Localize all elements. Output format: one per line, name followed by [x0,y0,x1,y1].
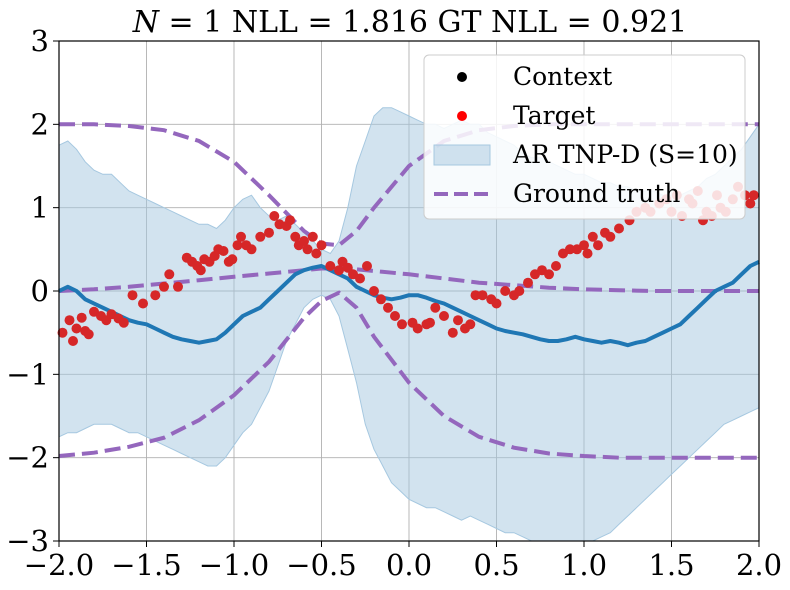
model-mean-line [58,259,760,348]
target-point [369,286,379,296]
target-point [218,246,229,256]
target-point [565,244,575,255]
target-point [355,273,365,284]
target-point [299,236,309,246]
target-point [255,231,266,242]
target-point [390,311,400,321]
target-point [412,323,423,334]
x-tick-label: 1.0 [561,548,607,582]
target-point [57,327,68,338]
y-tick-label: −1 [6,357,49,391]
x-tick-label: −2.0 [24,548,94,582]
target-point [362,261,372,271]
target-point [64,315,75,326]
target-point [425,317,435,328]
target-point [264,227,274,238]
target-point [150,290,161,301]
target-point [302,244,313,255]
target-point [325,261,336,271]
target-point [614,223,624,234]
y-tick-label: 0 [31,274,49,308]
x-tick-label: 1.5 [648,548,694,582]
x-tick-label: 0.5 [473,548,519,582]
target-point [430,302,441,313]
target-point [500,286,511,296]
target-point [514,286,525,296]
x-tick-label: −0.5 [286,548,356,582]
target-point [164,269,175,280]
target-point [290,231,301,242]
ground-truth-line [58,290,759,460]
target-point [71,323,82,334]
y-axis-ticks: −3 −2 −1 0 1 2 3 [6,24,59,558]
y-tick-label: −2 [6,441,49,475]
target-point [745,198,756,209]
target-point [118,317,129,328]
target-point [551,261,561,271]
target-point [173,281,183,292]
target-point [439,311,449,321]
y-tick-label: 1 [31,191,49,225]
title-n-symbol: N [132,5,161,40]
legend-box [423,54,746,220]
target-point [83,329,94,340]
legend-label: Context [513,62,612,91]
target-point [232,240,243,251]
target-point [582,248,593,259]
x-axis-ticks: −2.0 −1.5 −1.0 −0.5 0.0 0.5 1.0 1.5 2.0 [24,541,782,582]
ground-truth-line [58,266,759,293]
target-point [453,315,463,326]
target-point [593,240,603,251]
x-tick-label: −1.0 [199,548,269,582]
chart-title: N = 1 NLL = 1.816 GT NLL = 0.921 [132,5,688,40]
target-point [311,248,322,259]
target-point [138,298,148,309]
target-point [68,336,78,346]
legend-label: Target [513,101,595,130]
target-point [376,294,386,305]
title-rest: = 1 NLL = 1.816 GT NLL = 0.921 [159,5,687,40]
target-point [383,302,393,313]
legend-marker [457,72,467,82]
x-tick-label: 2.0 [736,548,782,582]
target-point [127,290,138,301]
target-point [470,290,481,301]
target-point [159,281,169,292]
target-point [246,244,257,255]
legend-patch [433,144,491,166]
legend-label: Ground truth [513,179,680,208]
target-point [491,298,502,309]
model-mean-layer [58,259,760,348]
target-point [307,231,318,242]
target-point [76,312,87,323]
target-point [579,240,589,251]
target-point [748,190,759,201]
target-point [447,327,458,338]
target-point [587,231,598,242]
target-point [523,277,533,288]
target-point [544,269,554,280]
y-tick-label: 2 [31,107,49,141]
target-point [316,240,327,251]
target-point [285,215,295,226]
x-tick-label: 0.0 [386,548,432,582]
target-point [195,265,206,276]
legend-marker [457,111,467,121]
target-point [236,231,246,242]
y-tick-label: −3 [6,524,49,558]
target-point [477,290,488,301]
target-point [227,254,238,265]
legend: Context Target AR TNP-D (S=10) Ground truth [423,54,746,220]
target-point [465,319,476,330]
target-point [605,231,616,242]
target-point [334,265,344,276]
x-tick-label: −1.5 [111,548,181,582]
target-point [269,211,280,221]
target-point [397,319,407,330]
legend-label: AR TNP-D (S=10) [512,140,738,169]
y-tick-label: 3 [31,24,49,58]
